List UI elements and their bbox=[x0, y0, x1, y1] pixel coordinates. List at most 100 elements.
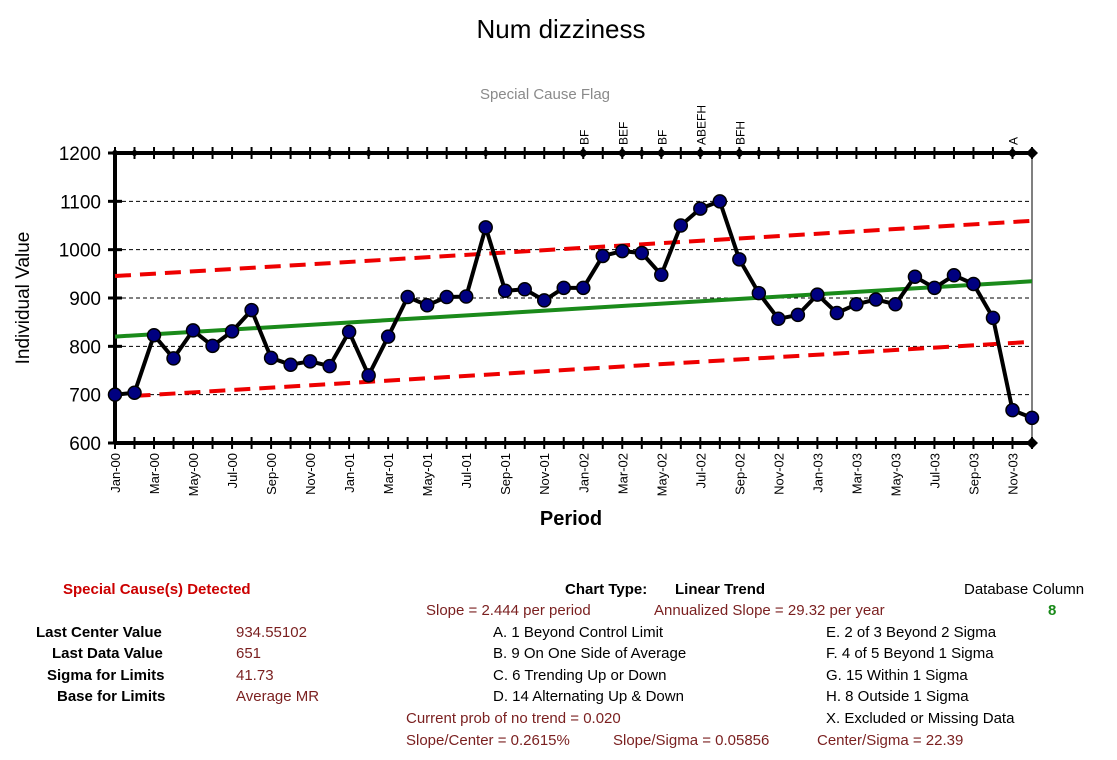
data-point bbox=[673, 218, 689, 233]
flag-label: BF bbox=[577, 130, 591, 145]
last-center-label: Last Center Value bbox=[36, 624, 162, 641]
data-point bbox=[907, 269, 923, 284]
y-tick-label: 1200 bbox=[59, 144, 101, 165]
data-point bbox=[829, 305, 845, 321]
flag-line-point bbox=[111, 149, 119, 157]
x-tick-label: Jul-02 bbox=[693, 453, 708, 488]
last-data-label: Last Data Value bbox=[52, 645, 163, 662]
annualized-slope-text: Annualized Slope = 29.32 per year bbox=[654, 602, 885, 619]
trend-probability: Current prob of no trend = 0.020 bbox=[406, 710, 621, 727]
flag-line-point bbox=[364, 149, 373, 157]
data-point bbox=[419, 298, 435, 313]
x-tick-label: Jul-00 bbox=[225, 453, 240, 488]
x-tick-label: Jan-02 bbox=[576, 453, 591, 493]
data-point bbox=[380, 329, 396, 344]
data-point bbox=[595, 248, 611, 264]
data-point bbox=[1024, 410, 1040, 426]
data-point bbox=[361, 368, 376, 383]
flag-line-point bbox=[637, 149, 646, 157]
data-point bbox=[205, 338, 220, 354]
chart-type-label: Chart Type: bbox=[565, 581, 648, 598]
x-axis-line-end-diamond bbox=[1026, 437, 1038, 449]
data-point bbox=[127, 385, 142, 400]
flag-label: BF bbox=[655, 130, 669, 145]
data-point bbox=[712, 194, 728, 209]
data-point bbox=[302, 354, 318, 369]
x-tick-label: Nov-02 bbox=[771, 453, 786, 495]
x-tick-label: May-01 bbox=[420, 453, 435, 496]
rule-g: G. 15 Within 1 Sigma bbox=[826, 667, 968, 684]
data-point bbox=[166, 351, 181, 366]
data-point bbox=[478, 220, 493, 235]
data-point bbox=[615, 243, 630, 259]
data-point bbox=[185, 323, 201, 338]
rule-f: F. 4 of 5 Beyond 1 Sigma bbox=[826, 645, 994, 662]
rule-a: A. 1 Beyond Control Limit bbox=[493, 624, 664, 641]
x-tick-label: Sep-01 bbox=[498, 453, 513, 495]
data-point bbox=[556, 280, 571, 296]
data-point bbox=[790, 307, 806, 323]
flag-line-point bbox=[130, 149, 139, 157]
flag-line-point bbox=[481, 149, 490, 157]
x-tick-label: Jul-03 bbox=[927, 453, 942, 488]
data-point bbox=[985, 310, 1001, 326]
flag-line-end-diamond bbox=[1026, 147, 1038, 159]
sigma-label: Sigma for Limits bbox=[47, 667, 165, 684]
x-tick-label: Jan-00 bbox=[108, 453, 123, 493]
x-tick-label: Mar-00 bbox=[147, 453, 162, 494]
x-tick-label: Sep-02 bbox=[732, 453, 747, 495]
flag-marker bbox=[617, 148, 628, 158]
slope-text: Slope = 2.444 per period bbox=[426, 602, 591, 619]
data-point bbox=[244, 302, 259, 318]
y-tick-label: 700 bbox=[69, 386, 101, 407]
y-tick-label: 600 bbox=[69, 434, 101, 455]
x-tick-label: Sep-03 bbox=[966, 453, 981, 495]
flag-line-point bbox=[754, 149, 763, 157]
y-tick-label: 800 bbox=[69, 337, 101, 358]
x-axis-title: Period bbox=[540, 508, 602, 530]
chart-title: Num dizziness bbox=[476, 14, 645, 44]
data-point bbox=[400, 289, 415, 305]
base-value: Average MR bbox=[236, 688, 320, 705]
data-point bbox=[927, 280, 942, 296]
center-line bbox=[114, 279, 1033, 339]
flag-line-point bbox=[715, 149, 724, 157]
x-tick-label: Mar-03 bbox=[849, 453, 864, 494]
rule-x: X. Excluded or Missing Data bbox=[826, 710, 1015, 727]
y-tick-label: 1100 bbox=[60, 192, 101, 213]
rule-c: C. 6 Trending Up or Down bbox=[493, 667, 667, 684]
flag-label: BEF bbox=[616, 122, 630, 145]
y-tick-label: 900 bbox=[69, 289, 101, 310]
x-tick-label: May-03 bbox=[888, 453, 903, 496]
y-axis-title: Individual Value bbox=[13, 232, 34, 365]
data-point bbox=[497, 283, 513, 298]
x-tick-label: May-02 bbox=[654, 453, 669, 496]
data-point bbox=[810, 287, 825, 302]
flag-header: Special Cause Flag bbox=[480, 86, 610, 103]
chart-type-value: Linear Trend bbox=[675, 581, 766, 598]
data-point bbox=[322, 358, 337, 374]
data-point bbox=[224, 324, 240, 339]
x-tick-label: Nov-03 bbox=[1005, 453, 1020, 495]
data-point bbox=[341, 324, 357, 340]
flag-line-point bbox=[774, 149, 783, 157]
data-point bbox=[517, 282, 532, 297]
data-point bbox=[654, 267, 669, 283]
flag-label: ABEFH bbox=[694, 105, 708, 145]
data-point bbox=[946, 268, 962, 283]
x-tick-label: Sep-00 bbox=[264, 453, 279, 495]
special-cause-status: Special Cause(s) Detected bbox=[63, 581, 251, 598]
flag-marker bbox=[578, 148, 589, 158]
rule-b: B. 9 On One Side of Average bbox=[493, 645, 687, 662]
sigma-value: 41.73 bbox=[236, 667, 274, 684]
x-tick-label: Nov-01 bbox=[537, 453, 552, 495]
data-point bbox=[751, 285, 767, 301]
x-tick-label: Jan-01 bbox=[342, 453, 357, 493]
flag-marker bbox=[734, 148, 745, 158]
y-tick-label: 1000 bbox=[59, 241, 101, 262]
last-center-value: 934.55102 bbox=[236, 624, 307, 641]
data-point bbox=[146, 327, 162, 343]
slope-center-ratio: Slope/Center = 0.2615% bbox=[406, 732, 570, 749]
data-point bbox=[458, 289, 474, 304]
